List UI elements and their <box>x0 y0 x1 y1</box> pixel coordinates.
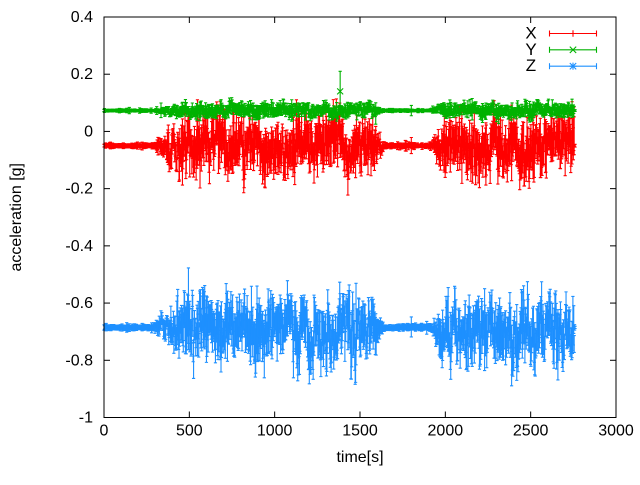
svg-text:-1: -1 <box>79 410 93 427</box>
svg-text:acceleration [g]: acceleration [g] <box>8 163 25 272</box>
svg-text:0.2: 0.2 <box>71 66 93 83</box>
svg-text:3000: 3000 <box>598 423 634 440</box>
svg-text:1000: 1000 <box>257 423 293 440</box>
svg-text:0: 0 <box>100 423 109 440</box>
svg-text:500: 500 <box>176 423 203 440</box>
svg-text:0: 0 <box>84 123 93 140</box>
svg-text:-0.4: -0.4 <box>65 238 93 255</box>
svg-text:Z: Z <box>526 56 536 75</box>
svg-text:1500: 1500 <box>342 423 378 440</box>
svg-text:0.4: 0.4 <box>71 9 93 26</box>
svg-text:-0.2: -0.2 <box>65 181 93 198</box>
svg-text:-0.8: -0.8 <box>65 352 93 369</box>
svg-text:-0.6: -0.6 <box>65 295 93 312</box>
svg-text:2000: 2000 <box>428 423 464 440</box>
svg-text:2500: 2500 <box>513 423 549 440</box>
svg-text:time[s]: time[s] <box>336 449 383 466</box>
